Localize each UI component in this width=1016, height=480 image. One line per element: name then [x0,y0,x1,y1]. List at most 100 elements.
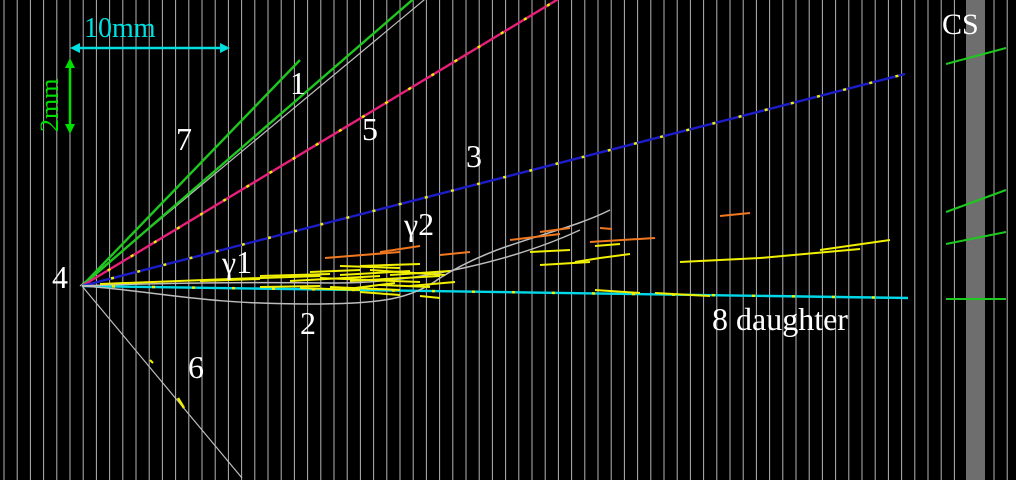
shower-segment [502,175,507,179]
shower-segment [359,291,401,296]
track-6 [81,285,243,479]
shower-segment [259,273,331,277]
shower-segment [594,289,641,294]
shower-segment [293,229,298,233]
shower-segment [476,182,481,186]
shower-segment [407,86,412,91]
cs-label: CS [942,8,979,41]
gamma-1-label: γ1 [221,244,252,280]
shower-segment [215,249,219,253]
shower-segment [369,269,446,276]
shower-segment [199,278,261,282]
shower-segment [110,276,115,280]
emulsion-plates [3,0,1008,480]
shower-segment [539,261,591,266]
shower-segment [299,287,361,291]
shower-segment [130,253,135,258]
shower-segment [679,257,761,263]
shower-segment [712,121,716,125]
tracks [79,0,909,479]
shower-segment [136,269,141,273]
cs-track-2 [945,189,1007,213]
scale-arrow-vertical [65,58,75,134]
shower-segment [539,227,571,233]
shower-segment [349,275,441,282]
shower-segment [430,72,435,77]
shower-segment [267,236,272,240]
track-8-label: 8 daughter [712,301,848,337]
shower-segment [764,108,768,112]
shower-segment [398,202,402,206]
shower-segment [594,243,621,247]
shower-segment [654,292,711,297]
shower-segment [372,209,376,213]
shower-segment [241,242,246,247]
shower-segment [245,184,250,188]
shower-segment [338,128,343,133]
track-7-label: 7 [176,121,192,157]
shower-segment [895,74,899,78]
shower-segment [176,226,181,230]
track-1 [81,0,415,287]
track-6-label: 6 [188,349,204,385]
track-5-label: 5 [362,111,378,147]
shower-segment [389,270,451,276]
track-5 [81,0,560,288]
shower-segment [361,114,366,119]
cs-track-1 [945,47,1007,65]
vertex-label: 4 [52,259,68,295]
track-8-daughter [81,284,909,300]
cs-plate [966,0,985,480]
gamma-2-label: γ2 [403,206,434,242]
shower-segment [163,263,167,267]
track-3 [81,72,906,288]
shower-segment [607,148,612,152]
shower-segment [268,170,273,175]
scale-vertical-label: 2mm [35,79,64,132]
shower-segment [339,265,401,269]
shower-segment [453,58,458,63]
shower-segments [99,3,899,409]
scale-horizontal-label: 10mm [84,13,156,44]
shower-segment [816,94,821,98]
track-2 [81,209,611,305]
shower-segment [346,215,350,220]
shower-segment [659,135,664,139]
shower-segment [599,227,613,230]
shower-segment [523,17,528,21]
shower-segment [868,81,873,85]
shower-segment [107,267,111,272]
shower-segment [546,3,551,7]
shower-segment [450,189,455,193]
shower-segment [315,142,320,147]
shower-segment [500,31,505,35]
shower-segment [359,263,421,267]
shower-segment [329,286,401,291]
shower-segment [259,285,321,288]
shower-segment [738,114,742,119]
shower-segment [633,141,638,146]
track-2-label: 2 [300,305,316,341]
shower-segment [384,100,389,105]
shower-segment [222,198,227,202]
shower-segment [819,239,891,251]
shower-segment [149,359,154,364]
shower-segment [309,269,361,273]
shower-segment [379,245,421,253]
shower-segment [589,237,656,243]
shower-segment [189,256,193,260]
shower-segment [509,233,561,241]
track-1-label: 1 [290,65,306,101]
shower-segment [599,253,631,259]
shower-segment [153,240,158,244]
track-gamma2-curve [81,229,581,287]
shower-segment [759,248,861,259]
shower-segment [842,87,847,92]
shower-segment [354,282,396,289]
shower-segment [292,156,296,161]
shower-segment [439,251,471,256]
shower-segment [324,251,401,259]
shower-segment [581,155,585,159]
shower-segment [529,168,533,172]
